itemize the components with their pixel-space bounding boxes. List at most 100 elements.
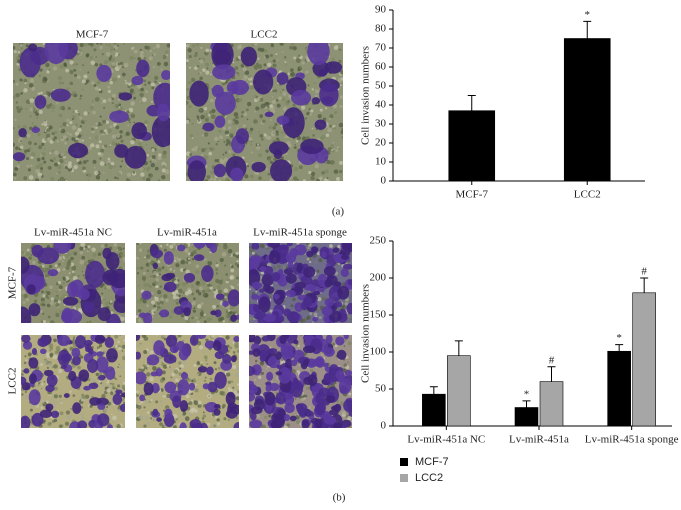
texture [235, 373, 240, 378]
texture [117, 45, 119, 47]
texture [199, 287, 203, 291]
texture [271, 155, 273, 157]
texture [121, 160, 123, 162]
texture [91, 249, 93, 251]
texture [196, 289, 200, 293]
texture [140, 88, 144, 92]
texture [79, 53, 81, 55]
texture [163, 151, 167, 155]
texture [24, 82, 26, 84]
texture [69, 391, 71, 393]
cell [177, 244, 185, 251]
cell [291, 360, 297, 367]
texture [95, 86, 99, 90]
texture [18, 138, 23, 143]
texture [117, 246, 121, 250]
texture [326, 177, 328, 179]
texture [123, 353, 125, 355]
bar [422, 394, 445, 426]
texture [275, 53, 277, 55]
texture [292, 298, 295, 301]
texture [188, 261, 191, 264]
cell [107, 424, 113, 430]
texture [204, 355, 208, 359]
cell [212, 64, 235, 80]
texture [38, 92, 41, 95]
texture [265, 168, 267, 170]
cell [231, 355, 237, 362]
cell [293, 378, 299, 386]
cell [245, 366, 256, 376]
texture [237, 264, 241, 268]
texture [130, 102, 134, 106]
texture [87, 71, 89, 73]
texture [315, 261, 317, 263]
texture [198, 404, 202, 408]
texture [101, 134, 103, 136]
texture [261, 372, 264, 375]
texture [136, 390, 139, 393]
texture [243, 75, 248, 80]
cell [306, 411, 313, 417]
cell [273, 294, 279, 300]
texture [266, 55, 268, 57]
texture [273, 266, 276, 269]
texture [319, 176, 323, 180]
texture [298, 69, 301, 72]
texture [200, 76, 203, 79]
texture [188, 252, 191, 255]
texture [103, 107, 105, 109]
texture [291, 304, 294, 307]
cell [313, 358, 323, 367]
texture [169, 315, 173, 319]
texture [283, 266, 286, 269]
cell [245, 384, 258, 395]
cell [230, 168, 243, 182]
cell [296, 403, 307, 414]
texture [187, 81, 189, 83]
texture [122, 350, 124, 352]
texture [206, 363, 208, 365]
texture [214, 289, 216, 291]
cell [183, 307, 191, 316]
cell [32, 127, 40, 133]
texture [229, 314, 231, 316]
texture [264, 102, 269, 107]
texture [144, 80, 147, 83]
cell [337, 350, 347, 360]
texture [36, 165, 40, 169]
texture [119, 366, 123, 370]
texture [118, 54, 120, 56]
texture [294, 167, 298, 171]
texture [148, 81, 151, 84]
texture [140, 101, 142, 103]
cell [164, 408, 172, 418]
cell [258, 296, 270, 312]
cell [236, 128, 249, 144]
texture [191, 380, 193, 382]
cell [278, 367, 291, 384]
texture [26, 134, 30, 138]
texture [146, 418, 148, 420]
cell [335, 370, 344, 380]
texture [226, 315, 228, 317]
texture [305, 118, 307, 120]
texture [156, 335, 158, 337]
texture [130, 89, 134, 93]
texture [143, 364, 146, 367]
cell [98, 375, 106, 381]
texture [188, 105, 191, 108]
texture [173, 425, 177, 429]
texture [193, 297, 196, 300]
texture [142, 276, 146, 280]
texture [258, 376, 261, 379]
texture [114, 176, 117, 179]
texture [299, 165, 303, 169]
texture [58, 81, 62, 85]
texture [69, 60, 73, 64]
texture [162, 266, 165, 269]
texture [224, 177, 228, 181]
texture [194, 365, 196, 367]
texture [148, 75, 150, 77]
texture [210, 378, 213, 381]
